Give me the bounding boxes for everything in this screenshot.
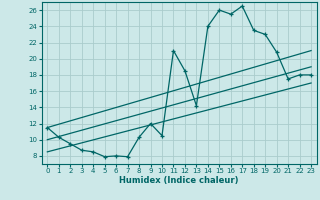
X-axis label: Humidex (Indice chaleur): Humidex (Indice chaleur) [119,176,239,185]
